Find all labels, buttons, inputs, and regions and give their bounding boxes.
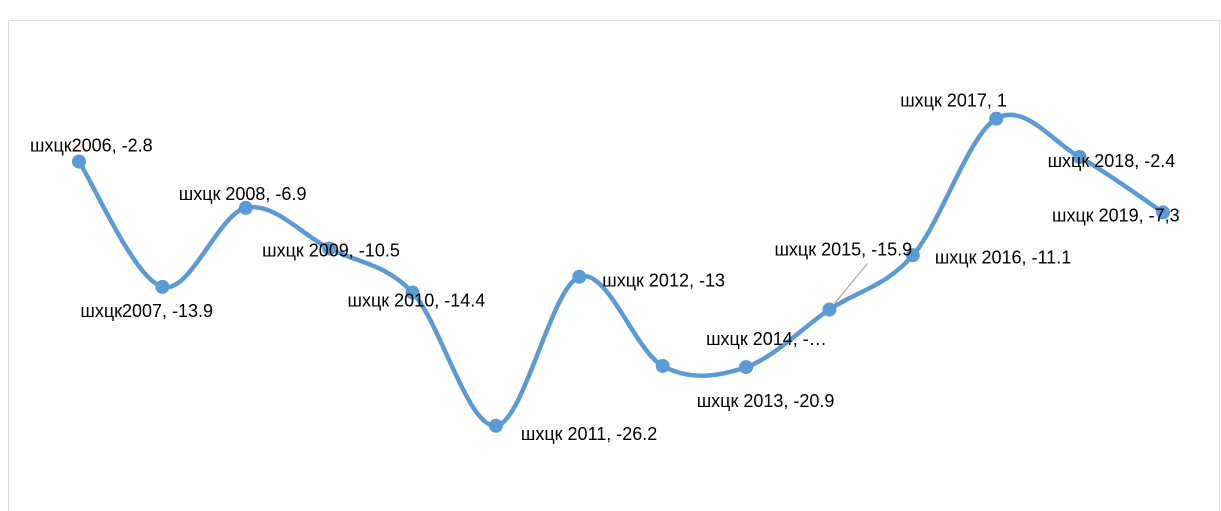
data-label: шхцк 2014, -… (706, 329, 827, 349)
marker (155, 279, 170, 294)
marker (739, 360, 754, 375)
data-label: шхцк 2013, -20.9 (697, 391, 835, 411)
marker (572, 269, 587, 284)
marker (488, 418, 503, 433)
data-label: шхцк 2018, -2.4 (1048, 151, 1176, 171)
data-label: шхцк 2015, -15.9 (774, 239, 912, 259)
marker (822, 302, 837, 317)
marker (905, 248, 920, 263)
marker (322, 241, 337, 256)
data-label: шхцк 2017, 1 (900, 91, 1007, 111)
data-label: шхцк 2016, -11.1 (935, 247, 1071, 267)
data-label: шхцк 2011, -26.2 (521, 424, 657, 444)
marker (238, 200, 253, 215)
marker (405, 285, 420, 300)
marker (655, 358, 670, 373)
data-label: шхцк 2009, -10.5 (262, 241, 400, 261)
leader-line (833, 263, 868, 304)
marker (72, 154, 86, 169)
marker (1156, 205, 1170, 220)
data-label: шхцк 2019, -7,3 (1052, 205, 1180, 225)
chart-frame (8, 20, 1220, 511)
data-label: шхцк2007, -13.9 (80, 301, 213, 321)
data-label: шхцк 2010, -14.4 (348, 291, 486, 311)
marker (1072, 150, 1087, 165)
data-label: шхцк2006, -2.8 (30, 136, 153, 156)
data-label: шхцк 2008, -6.9 (179, 184, 307, 204)
marker (989, 111, 1004, 126)
data-label: шхцк 2012, -13 (602, 271, 725, 291)
